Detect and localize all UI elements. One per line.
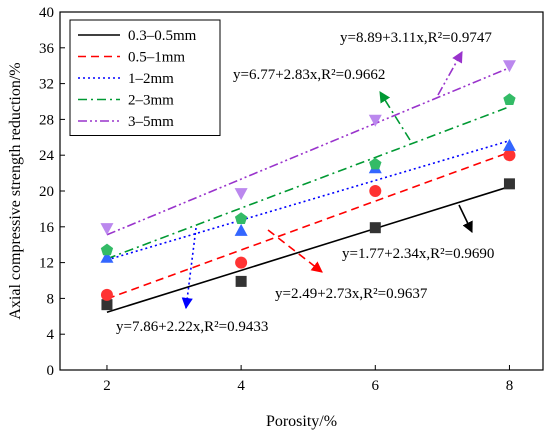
fit-equation-series-4: y=8.89+3.11x,R²=0.9747 xyxy=(340,30,492,46)
x-tick-label-6: 6 xyxy=(372,378,380,394)
y-axis-title: Axial compressive strength reduction/% xyxy=(7,62,24,319)
point-series-2-3 xyxy=(502,138,516,151)
y-tick-label-12: 12 xyxy=(39,256,54,272)
point-series-0-2 xyxy=(369,222,381,234)
legend-label-series-1: 0.5–1mm xyxy=(128,50,185,66)
point-series-1-0 xyxy=(100,288,113,301)
y-tick-label-36: 36 xyxy=(39,41,55,57)
point-series-4-0 xyxy=(100,223,114,236)
x-tick-label-2: 2 xyxy=(103,378,111,394)
point-series-2-0 xyxy=(100,250,114,263)
x-axis-title: Porosity/% xyxy=(266,413,337,430)
y-tick-label-4: 4 xyxy=(47,327,55,343)
x-tick-label-4: 4 xyxy=(237,378,245,394)
fit-equation-series-1: y=2.49+2.73x,R²=0.9637 xyxy=(275,286,428,302)
fit-line-series-4 xyxy=(106,67,510,236)
point-series-0-0 xyxy=(101,299,113,311)
y-tick-label-24: 24 xyxy=(39,148,55,164)
y-tick-label-40: 40 xyxy=(39,5,54,21)
point-series-0-3 xyxy=(503,178,515,190)
point-series-0-1 xyxy=(235,275,247,287)
fit-equation-series-3: y=6.77+2.83x,R²=0.9662 xyxy=(233,67,385,83)
y-tick-label-20: 20 xyxy=(39,184,54,200)
y-tick-label-16: 16 xyxy=(39,220,55,236)
point-series-3-0 xyxy=(100,243,114,256)
point-series-1-3 xyxy=(503,149,516,162)
annotation-arrow-series-4 xyxy=(437,51,463,96)
x-tick-label-8: 8 xyxy=(506,378,514,394)
fit-equation-annotations: y=1.77+2.34x,R²=0.9690 y=2.49+2.73x,R²=0.… xyxy=(116,30,494,335)
point-series-3-1 xyxy=(234,212,248,224)
point-series-1-1 xyxy=(235,256,248,269)
legend-label-series-3: 2–3mm xyxy=(128,93,174,109)
legend-label-series-4: 3–5mm xyxy=(128,114,174,130)
point-series-4-2 xyxy=(368,114,382,127)
fit-line-series-3 xyxy=(106,106,510,260)
legend-label-series-0: 0.3–0.5mm xyxy=(128,28,197,44)
y-tick-label-32: 32 xyxy=(39,77,54,93)
point-series-4-1 xyxy=(234,188,248,201)
fit-lines xyxy=(106,67,510,314)
point-series-3-3 xyxy=(503,93,516,105)
fit-line-series-0 xyxy=(106,185,510,314)
legend: 0.3–0.5mm 0.5–1mm 1–2mm 2–3mm 3–5mm xyxy=(69,19,221,136)
y-tick-label-28: 28 xyxy=(39,112,54,128)
point-series-2-1 xyxy=(234,223,248,236)
annotation-arrow-series-2 xyxy=(181,227,197,310)
fit-equation-series-2: y=7.86+2.22x,R²=0.9433 xyxy=(116,319,268,335)
legend-label-series-2: 1–2mm xyxy=(128,71,174,87)
annotation-arrow-series-0 xyxy=(458,204,473,234)
y-tick-label-8: 8 xyxy=(47,291,55,307)
fit-line-series-2 xyxy=(106,139,510,261)
point-series-3-2 xyxy=(369,157,382,170)
fit-line-series-1 xyxy=(106,151,510,300)
data-points xyxy=(100,60,516,311)
y-tick-label-0: 0 xyxy=(47,363,55,379)
fit-equation-series-0: y=1.77+2.34x,R²=0.9690 xyxy=(342,246,494,262)
point-series-4-3 xyxy=(502,60,516,73)
point-series-1-2 xyxy=(369,185,382,197)
annotation-arrow-series-1 xyxy=(267,229,323,273)
